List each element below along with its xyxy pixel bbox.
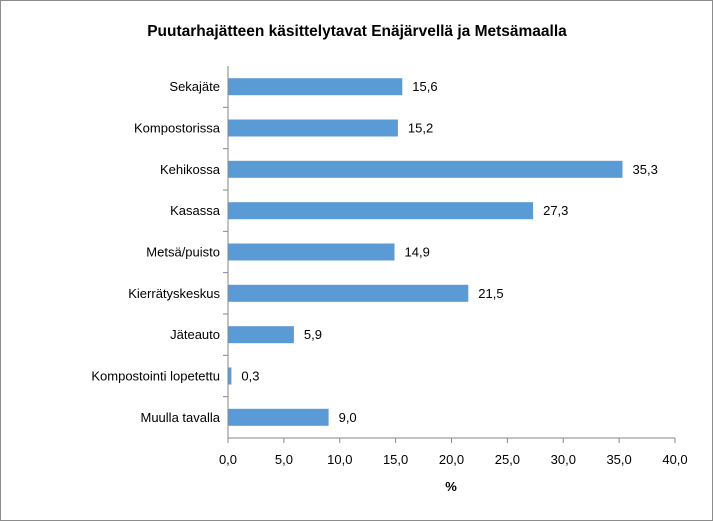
data-label: 21,5 — [478, 286, 503, 301]
category-label: Muulla tavalla — [141, 410, 221, 425]
x-tick-label: 40,0 — [662, 452, 687, 467]
x-tick-label: 5,0 — [275, 452, 293, 467]
category-labels: Sekajäte Kompostorissa Kehikossa Kasassa Met… — [91, 79, 220, 425]
x-tick-label: 15,0 — [383, 452, 408, 467]
data-label: 15,2 — [408, 121, 433, 136]
data-labels: 15,6 15,2 35,3 27,3 14,9 21,5 5,9 0,3 9,0 — [241, 79, 657, 425]
data-label: 0,3 — [241, 369, 259, 384]
x-tick-label: 10,0 — [327, 452, 352, 467]
category-label: Kompostorissa — [134, 121, 221, 136]
bar-1 — [228, 78, 403, 96]
data-label: 5,9 — [304, 327, 322, 342]
x-axis-label: % — [445, 479, 457, 494]
x-tick-label: 20,0 — [439, 452, 464, 467]
bar-2 — [228, 119, 398, 137]
x-tick-label: 30,0 — [551, 452, 576, 467]
bar-8 — [228, 367, 232, 385]
data-label: 9,0 — [339, 410, 357, 425]
x-tick-label: 35,0 — [606, 452, 631, 467]
category-label: Metsä/puisto — [146, 245, 220, 260]
bar-6 — [228, 284, 469, 302]
axes — [223, 66, 676, 443]
category-label: Sekajäte — [169, 79, 220, 94]
data-label: 27,3 — [543, 203, 568, 218]
bar-7 — [228, 326, 294, 344]
category-label: Kompostointi lopetettu — [91, 369, 220, 384]
x-tick-label: 25,0 — [495, 452, 520, 467]
bars-group — [228, 78, 623, 426]
bar-9 — [228, 408, 329, 426]
bar-3 — [228, 160, 623, 178]
bar-4 — [228, 202, 534, 220]
category-label: Kierrätyskeskus — [128, 286, 220, 301]
bar-5 — [228, 243, 395, 261]
data-label: 15,6 — [412, 79, 437, 94]
category-label: Kasassa — [170, 203, 221, 218]
category-label: Jäteauto — [170, 327, 220, 342]
data-label: 35,3 — [633, 162, 658, 177]
tick-labels: 0,0 5,0 10,0 15,0 20,0 25,0 30,0 35,0 40,0 — [219, 452, 688, 467]
data-label: 14,9 — [405, 245, 430, 260]
x-tick-label: 0,0 — [219, 452, 237, 467]
category-label: Kehikossa — [160, 162, 221, 177]
chart-title: Puutarhajätteen käsittelytavat Enäjärvel… — [147, 23, 567, 40]
